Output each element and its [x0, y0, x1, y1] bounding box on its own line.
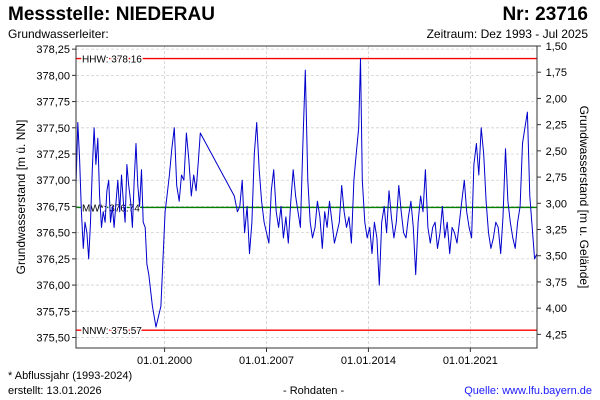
y-tick-label-left: 375,75 — [36, 306, 70, 318]
x-tick-label: 01.01.2021 — [443, 355, 498, 367]
y-tick-label-right: 1,50 — [546, 41, 567, 53]
created-date: erstellt: 13.01.2026 — [8, 385, 102, 397]
y-tick-label-left: 376,00 — [36, 280, 70, 292]
y-tick-label-left: 378,25 — [36, 44, 70, 56]
y-tick-label-right: 4,00 — [546, 303, 567, 315]
axes: 375,50 375,75 376,00 376,25 376,50 376,75 377,… — [36, 41, 567, 367]
plot-frame — [75, 45, 538, 349]
y-tick-label-right: 2,25 — [546, 120, 567, 132]
y-axis-label-left: Grundwasserstand [m ü. NN] — [14, 120, 28, 275]
y-tick-label-right: 3,00 — [546, 198, 567, 210]
period-label: Zeitraum: Dez 1993 - Jul 2025 — [426, 27, 588, 41]
source-link[interactable]: Quelle: www.lfu.bayern.de — [464, 385, 592, 397]
y-tick-label-right: 3,75 — [546, 277, 567, 289]
reference-line-label: HHW: 378.16 — [82, 55, 142, 66]
raw-data-label: - Rohdaten - — [283, 385, 345, 397]
y-axis-label-right: Grundwasserstand [m u. Gelände] — [577, 106, 591, 289]
x-tick-label: 01.01.2014 — [341, 355, 396, 367]
grid — [76, 46, 537, 348]
reference-line-label: NNW: 375.57 — [82, 326, 142, 337]
series — [75, 58, 538, 328]
y-tick-label-left: 377,50 — [36, 123, 70, 135]
y-tick-label-right: 3,25 — [546, 225, 567, 237]
y-tick-label-left: 376,75 — [36, 201, 70, 213]
station-number: Nr: 23716 — [502, 4, 588, 25]
y-tick-label-right: 3,50 — [546, 251, 567, 263]
y-tick-label-right: 4,25 — [546, 329, 567, 341]
reference-lines: HHW: 378.16 MW*: 376.74 NNW: 375.57 — [76, 53, 537, 339]
y-tick-label-left: 376,50 — [36, 228, 70, 240]
y-tick-label-right: 2,00 — [546, 93, 567, 105]
y-tick-label-right: 1,75 — [546, 67, 567, 79]
y-tick-label-right: 2,50 — [546, 146, 567, 158]
reference-line-label: MW*: 376.74 — [82, 203, 140, 214]
y-tick-label-left: 376,25 — [36, 254, 70, 266]
station-title: Messstelle: NIEDERAU — [8, 4, 215, 25]
y-tick-label-left: 375,50 — [36, 333, 70, 345]
series-line — [75, 58, 538, 328]
x-tick-label: 01.01.2000 — [137, 355, 192, 367]
y-tick-label-right: 2,75 — [546, 172, 567, 184]
x-tick-label: 01.01.2007 — [239, 355, 294, 367]
y-tick-label-left: 378,00 — [36, 70, 70, 82]
y-tick-label-left: 377,00 — [36, 175, 70, 187]
aquifer-label: Grundwasserleiter: — [8, 27, 109, 41]
footnote: * Abflussjahr (1993-2024) — [8, 370, 133, 382]
y-tick-label-left: 377,25 — [36, 149, 70, 161]
y-tick-label-left: 377,75 — [36, 97, 70, 109]
